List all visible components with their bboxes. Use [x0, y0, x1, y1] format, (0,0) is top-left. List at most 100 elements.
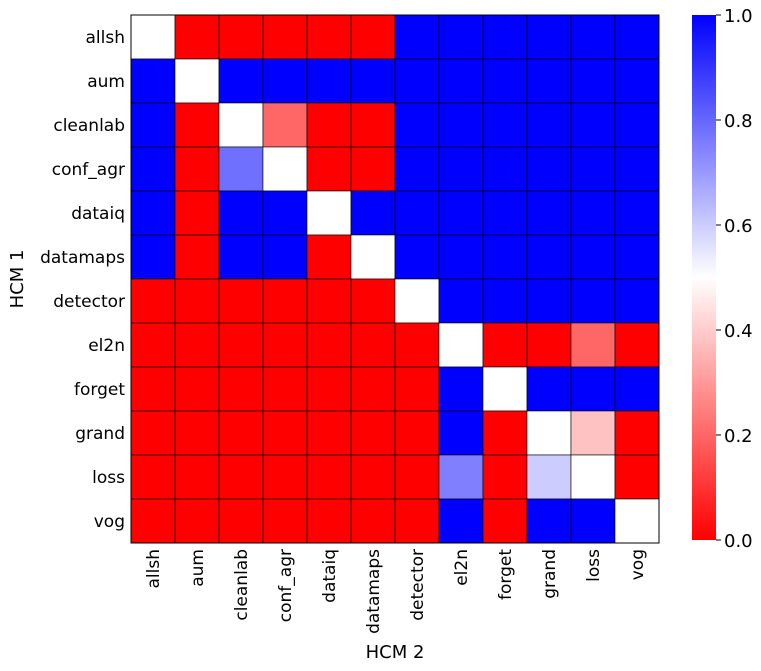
- heatmap-cell-grand-el2n: [438, 410, 484, 456]
- heatmap-cell-grand-vog: [614, 410, 660, 456]
- heatmap-cell-aum-datamaps: [350, 58, 396, 104]
- heatmap-cell-aum-vog: [614, 58, 660, 104]
- heatmap-cell-loss-loss: [570, 454, 616, 500]
- heatmap-cell-forget-detector: [394, 366, 440, 412]
- heatmap-cell-forget-cleanlab: [218, 366, 264, 412]
- heatmap-cell-datamaps-el2n: [438, 234, 484, 280]
- colorbar: [692, 15, 716, 540]
- heatmap-cell-allsh-aum: [174, 14, 220, 60]
- x-tick-label-grand: grand: [540, 549, 560, 599]
- heatmap-cell-cleanlab-forget: [482, 102, 528, 148]
- heatmap-cell-el2n-conf_agr: [262, 322, 308, 368]
- heatmap-cell-aum-cleanlab: [218, 58, 264, 104]
- heatmap-cell-el2n-dataiq: [306, 322, 352, 368]
- heatmap-cell-datamaps-datamaps: [350, 234, 396, 280]
- heatmap-cell-detector-conf_agr: [262, 278, 308, 324]
- heatmap-cell-vog-detector: [394, 498, 440, 544]
- heatmap-cell-vog-allsh: [130, 498, 176, 544]
- heatmap-cell-cleanlab-aum: [174, 102, 220, 148]
- heatmap-cell-el2n-cleanlab: [218, 322, 264, 368]
- y-axis-label: HCM 1: [7, 250, 28, 309]
- y-tick-label-vog: vog: [94, 512, 125, 532]
- colorbar-ticks: 0.0 0.2 0.4 0.6 0.8 1.0: [716, 6, 753, 552]
- heatmap-cell-forget-dataiq: [306, 366, 352, 412]
- heatmap-cell-aum-grand: [526, 58, 572, 104]
- heatmap-cell-aum-el2n: [438, 58, 484, 104]
- heatmap-cell-dataiq-datamaps: [350, 190, 396, 236]
- heatmap-cell-allsh-cleanlab: [218, 14, 264, 60]
- heatmap-cell-grand-loss: [570, 410, 616, 456]
- x-tick-label-dataiq: dataiq: [320, 549, 340, 603]
- heatmap-cell-dataiq-el2n: [438, 190, 484, 236]
- x-tick-label-forget: forget: [496, 549, 516, 600]
- colorbar-tick-label: 0.2: [724, 426, 753, 447]
- heatmap-cell-datamaps-cleanlab: [218, 234, 264, 280]
- colorbar-tick-label: 1.0: [724, 6, 753, 27]
- heatmap-cell-conf_agr-grand: [526, 146, 572, 192]
- colorbar-tick-label: 0.0: [724, 531, 753, 552]
- heatmap-cell-conf_agr-cleanlab: [218, 146, 264, 192]
- heatmap-cell-aum-conf_agr: [262, 58, 308, 104]
- heatmap-cell-vog-dataiq: [306, 498, 352, 544]
- heatmap-cell-conf_agr-aum: [174, 146, 220, 192]
- heatmap-cell-forget-conf_agr: [262, 366, 308, 412]
- heatmap-cell-aum-allsh: [130, 58, 176, 104]
- heatmap-cell-grand-datamaps: [350, 410, 396, 456]
- heatmap-cell-detector-detector: [394, 278, 440, 324]
- heatmap-cell-forget-forget: [482, 366, 528, 412]
- heatmap-cell-forget-vog: [614, 366, 660, 412]
- heatmap-cell-loss-cleanlab: [218, 454, 264, 500]
- heatmap-cell-el2n-detector: [394, 322, 440, 368]
- heatmap-cell-conf_agr-datamaps: [350, 146, 396, 192]
- heatmap-cell-el2n-grand: [526, 322, 572, 368]
- heatmap-cell-vog-el2n: [438, 498, 484, 544]
- x-tick-label-datamaps: datamaps: [364, 549, 384, 634]
- heatmap-cell-el2n-datamaps: [350, 322, 396, 368]
- heatmap-cell-loss-datamaps: [350, 454, 396, 500]
- heatmap-cell-forget-allsh: [130, 366, 176, 412]
- heatmap-cell-conf_agr-loss: [570, 146, 616, 192]
- heatmap-cell-el2n-vog: [614, 322, 660, 368]
- heatmap-cell-el2n-el2n: [438, 322, 484, 368]
- heatmap-cell-datamaps-grand: [526, 234, 572, 280]
- x-tick-label-aum: aum: [188, 549, 208, 587]
- heatmap-cell-allsh-datamaps: [350, 14, 396, 60]
- heatmap-cell-loss-grand: [526, 454, 572, 500]
- heatmap-cell-detector-forget: [482, 278, 528, 324]
- heatmap-cell-grand-conf_agr: [262, 410, 308, 456]
- heatmap-cell-forget-el2n: [438, 366, 484, 412]
- y-tick-label-aum: aum: [87, 72, 125, 92]
- heatmap-cell-grand-cleanlab: [218, 410, 264, 456]
- heatmap-cell-conf_agr-allsh: [130, 146, 176, 192]
- x-tick-label-el2n: el2n: [452, 549, 472, 586]
- heatmap-cell-dataiq-detector: [394, 190, 440, 236]
- heatmap-cell-el2n-forget: [482, 322, 528, 368]
- heatmap-cell-aum-aum: [174, 58, 220, 104]
- y-tick-label-loss: loss: [92, 468, 125, 488]
- heatmap-cell-allsh-el2n: [438, 14, 484, 60]
- heatmap-cell-cleanlab-vog: [614, 102, 660, 148]
- heatmap-cell-datamaps-vog: [614, 234, 660, 280]
- y-tick-label-el2n: el2n: [88, 336, 125, 356]
- x-axis-label: HCM 2: [366, 642, 425, 663]
- heatmap-cell-vog-grand: [526, 498, 572, 544]
- heatmap-cell-grand-forget: [482, 410, 528, 456]
- colorbar-tick-label: 0.4: [724, 321, 753, 342]
- heatmap-cell-grand-allsh: [130, 410, 176, 456]
- heatmap-cell-forget-loss: [570, 366, 616, 412]
- heatmap-cell-conf_agr-el2n: [438, 146, 484, 192]
- heatmap-cell-detector-allsh: [130, 278, 176, 324]
- heatmap-cell-detector-dataiq: [306, 278, 352, 324]
- heatmap-cell-conf_agr-dataiq: [306, 146, 352, 192]
- heatmap-cell-vog-cleanlab: [218, 498, 264, 544]
- heatmap-cell-vog-conf_agr: [262, 498, 308, 544]
- heatmap-cell-el2n-aum: [174, 322, 220, 368]
- heatmap-cell-datamaps-forget: [482, 234, 528, 280]
- heatmap-cell-loss-detector: [394, 454, 440, 500]
- heatmap-cell-aum-detector: [394, 58, 440, 104]
- heatmap-cell-forget-datamaps: [350, 366, 396, 412]
- heatmap-cell-cleanlab-dataiq: [306, 102, 352, 148]
- heatmap-cell-datamaps-allsh: [130, 234, 176, 280]
- heatmap-cell-datamaps-detector: [394, 234, 440, 280]
- heatmap-cell-forget-aum: [174, 366, 220, 412]
